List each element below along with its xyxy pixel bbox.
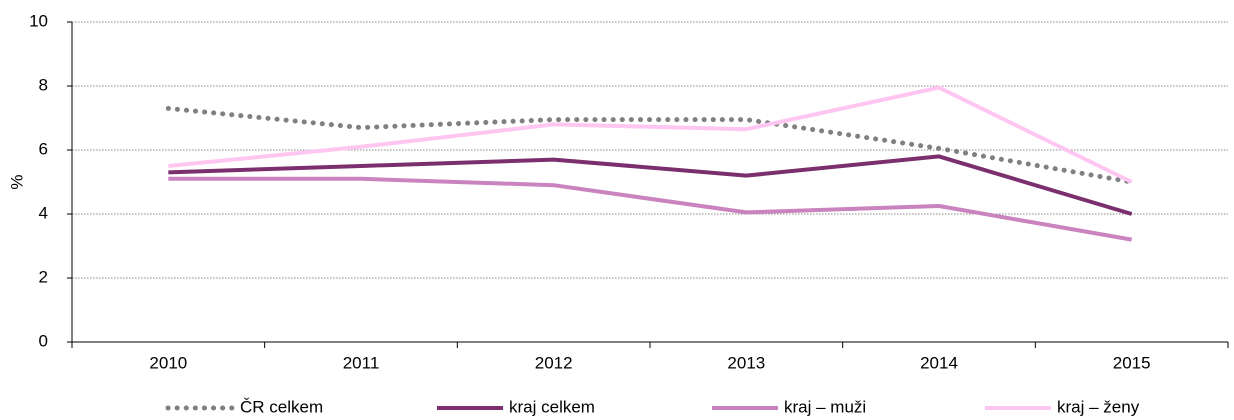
line-series (168, 154, 1133, 216)
line-series (165, 105, 1135, 185)
y-tick-label: 4 (39, 203, 48, 222)
x-tick-label: 2015 (1113, 353, 1151, 372)
x-tick-label: 2012 (535, 353, 573, 372)
legend-label: kraj – ženy (1057, 397, 1140, 416)
y-tick-label: 10 (29, 11, 48, 30)
y-tick-label: 0 (39, 331, 48, 350)
x-tick-label: 2010 (149, 353, 187, 372)
line-series (168, 85, 1133, 184)
legend-label: kraj – muži (784, 397, 866, 416)
y-tick-label: 2 (39, 267, 48, 286)
x-tick-label: 2011 (343, 353, 380, 372)
y-tick-label: 6 (39, 139, 48, 158)
x-tick-label: 2014 (920, 353, 958, 372)
y-axis-label: % (7, 174, 26, 189)
legend-label: kraj celkem (509, 397, 595, 416)
y-tick-label: 8 (39, 75, 48, 94)
line-series (168, 176, 1133, 242)
x-tick-label: 2013 (727, 353, 765, 372)
legend-label: ČR celkem (240, 397, 323, 416)
